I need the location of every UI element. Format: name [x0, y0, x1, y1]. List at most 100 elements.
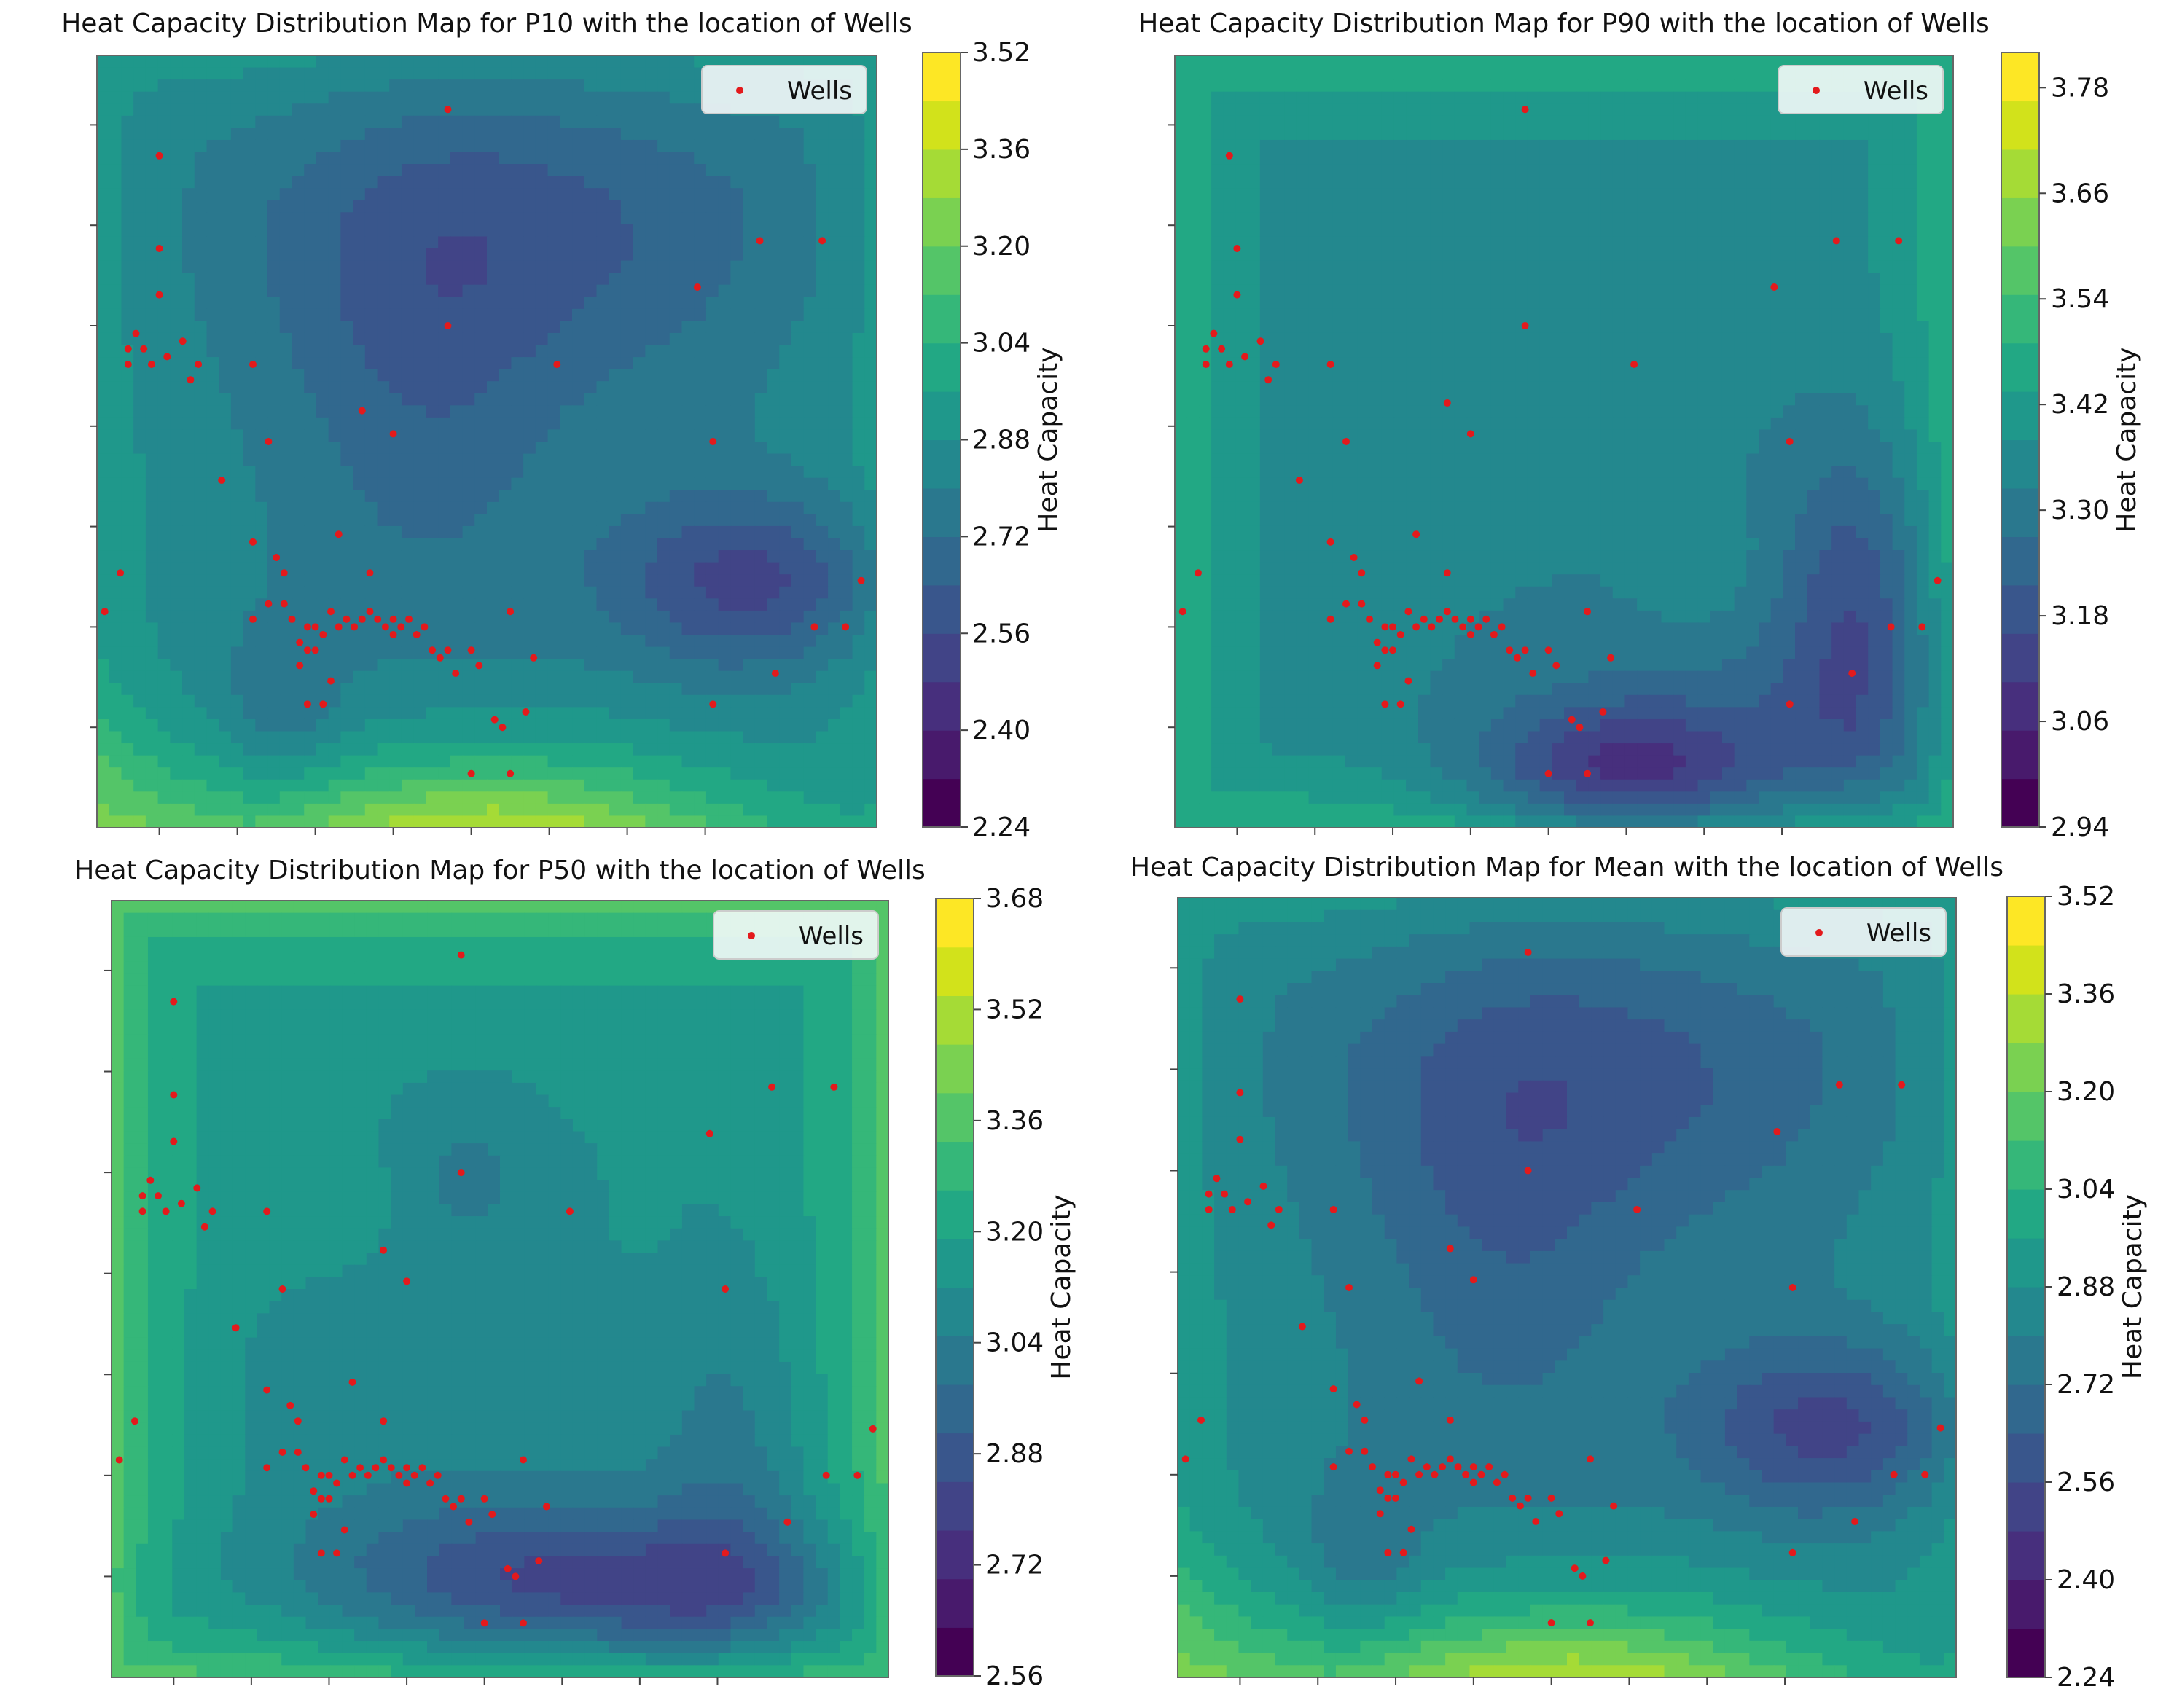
contour-cell: [1454, 139, 1468, 153]
contour-cell: [681, 345, 695, 358]
contour-cell: [279, 743, 293, 756]
contour-cell: [547, 586, 561, 600]
contour-cell: [255, 635, 268, 648]
contour-cell: [1430, 103, 1443, 117]
contour-cell: [450, 164, 464, 177]
contour-cell: [705, 755, 719, 768]
contour-cell: [145, 659, 159, 672]
contour-cell: [450, 176, 464, 189]
contour-cell: [438, 115, 451, 129]
contour-cell: [681, 308, 695, 322]
contour-cell: [1661, 176, 1674, 189]
contour-cell: [1357, 55, 1370, 68]
contour-cell: [633, 694, 646, 708]
contour-cell: [304, 103, 317, 117]
contour-cell: [1406, 67, 1419, 80]
contour-cell: [316, 128, 329, 141]
contour-cell: [852, 321, 866, 334]
contour-cell: [194, 646, 208, 659]
contour-cell: [474, 466, 488, 479]
contour-cell: [328, 369, 342, 382]
contour-cell: [219, 115, 232, 129]
contour-cell: [547, 67, 561, 80]
contour-cell: [828, 188, 841, 201]
contour-cell: [791, 393, 805, 407]
contour-cell: [754, 707, 768, 720]
contour-cell: [572, 635, 585, 648]
contour-cell: [596, 670, 609, 684]
contour-cell: [547, 525, 561, 539]
contour-cell: [219, 755, 232, 768]
contour-cell: [730, 284, 743, 298]
contour-cell: [182, 345, 195, 358]
contour-cell: [255, 345, 268, 358]
contour-cell: [462, 791, 476, 804]
contour-cell: [377, 236, 391, 249]
well-point: [101, 608, 109, 616]
contour-cell: [267, 260, 281, 273]
contour-cell: [170, 164, 183, 177]
contour-cell: [1259, 188, 1273, 201]
contour-cell: [340, 501, 353, 515]
contour-cell: [1296, 152, 1310, 165]
well-point: [475, 662, 483, 670]
contour-cell: [767, 260, 781, 273]
contour-cell: [389, 815, 402, 828]
contour-cell: [767, 562, 781, 575]
contour-cell: [340, 128, 353, 141]
contour-cell: [584, 598, 598, 611]
contour-cell: [669, 91, 683, 105]
contour-cell: [694, 525, 707, 539]
contour-cell: [1734, 164, 1748, 177]
contour-cell: [779, 357, 792, 370]
contour-cell: [633, 707, 646, 720]
contour-cell: [487, 212, 500, 225]
contour-cell: [1199, 67, 1212, 80]
contour-cell: [328, 357, 342, 370]
contour-cell: [816, 260, 829, 273]
contour-cell: [1466, 188, 1479, 201]
contour-cell: [803, 236, 817, 249]
contour-cell: [1710, 91, 1723, 105]
contour-cell: [316, 815, 329, 828]
contour-cell: [609, 755, 622, 768]
contour-cell: [1332, 67, 1346, 80]
contour-cell: [243, 574, 257, 587]
contour-cell: [1479, 164, 1492, 177]
contour-cell: [462, 405, 476, 418]
contour-cell: [1442, 128, 1455, 141]
contour-cell: [816, 393, 829, 407]
contour-cell: [718, 501, 732, 515]
contour-cell: [511, 694, 524, 708]
contour-cell: [109, 176, 122, 189]
contour-cell: [596, 707, 609, 720]
contour-cell: [364, 381, 378, 394]
contour-cell: [487, 683, 500, 696]
contour-cell: [499, 273, 512, 286]
contour-cell: [1321, 55, 1334, 68]
contour-cell: [499, 598, 512, 611]
contour-cell: [743, 332, 756, 346]
contour-cell: [791, 574, 805, 587]
contour-cell: [353, 308, 366, 322]
contour-cell: [1248, 164, 1261, 177]
contour-cell: [535, 514, 549, 527]
contour-cell: [1928, 152, 1942, 165]
contour-cell: [828, 260, 841, 273]
contour-cell: [109, 152, 122, 165]
colorbar-segment: [923, 101, 961, 150]
contour-cell: [1430, 188, 1443, 201]
contour-cell: [474, 670, 488, 684]
contour-cell: [1783, 176, 1796, 189]
contour-cell: [791, 659, 805, 672]
contour-cell: [852, 514, 866, 527]
contour-cell: [279, 248, 293, 262]
contour-cell: [864, 67, 877, 80]
contour-cell: [316, 683, 329, 696]
contour-cell: [182, 659, 195, 672]
contour-cell: [1393, 139, 1407, 153]
contour-cell: [499, 562, 512, 575]
well-point: [155, 291, 163, 299]
contour-cell: [438, 91, 451, 105]
contour-cell: [353, 815, 366, 828]
